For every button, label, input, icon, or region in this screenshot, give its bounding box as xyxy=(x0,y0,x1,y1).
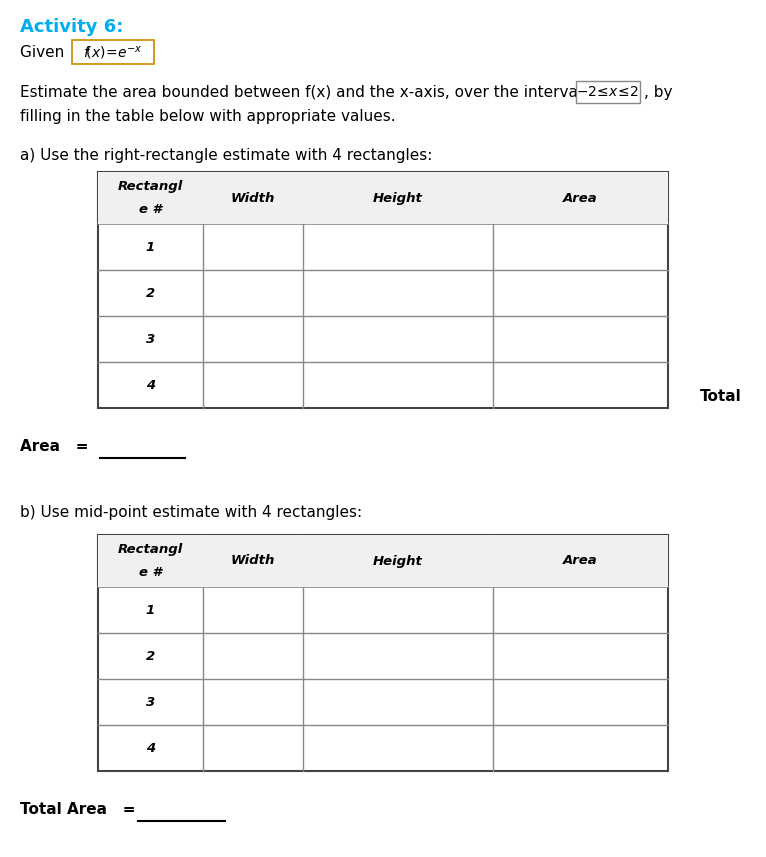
Text: 4: 4 xyxy=(146,379,155,392)
Text: Width: Width xyxy=(231,191,275,205)
Text: Width: Width xyxy=(231,554,275,567)
Bar xyxy=(98,535,668,587)
Text: Height: Height xyxy=(373,554,423,567)
Bar xyxy=(98,535,668,771)
Text: e #: e # xyxy=(139,566,162,579)
Text: 2: 2 xyxy=(146,286,155,299)
Text: Area   =: Area = xyxy=(20,439,89,453)
Text: 2: 2 xyxy=(146,650,155,662)
Text: 3: 3 xyxy=(146,696,155,709)
Text: 4: 4 xyxy=(146,741,155,754)
Text: Area: Area xyxy=(563,554,598,567)
Text: Area: Area xyxy=(563,191,598,205)
Text: Rectangl: Rectangl xyxy=(118,543,183,556)
Text: , by: , by xyxy=(644,85,673,99)
Text: Rectangl: Rectangl xyxy=(118,180,183,193)
Text: Given: Given xyxy=(20,45,69,59)
Text: Activity 6:: Activity 6: xyxy=(20,18,123,36)
Text: Height: Height xyxy=(373,191,423,205)
Text: filling in the table below with appropriate values.: filling in the table below with appropri… xyxy=(20,109,395,123)
Bar xyxy=(98,172,668,224)
Text: 3: 3 xyxy=(146,333,155,345)
Text: Total: Total xyxy=(700,388,741,404)
Text: 1: 1 xyxy=(146,241,155,254)
Bar xyxy=(98,172,668,408)
Text: Estimate the area bounded between f(x) and the x-axis, over the interval: Estimate the area bounded between f(x) a… xyxy=(20,85,582,99)
Bar xyxy=(72,40,154,64)
Bar xyxy=(576,81,640,103)
Text: a) Use the right-rectangle estimate with 4 rectangles:: a) Use the right-rectangle estimate with… xyxy=(20,147,432,163)
Text: b) Use mid-point estimate with 4 rectangles:: b) Use mid-point estimate with 4 rectang… xyxy=(20,506,362,520)
Text: Total Area   =: Total Area = xyxy=(20,801,136,817)
Text: $f\!\left(x\right)\!=\!e^{-x}$: $f\!\left(x\right)\!=\!e^{-x}$ xyxy=(83,44,142,61)
Text: e #: e # xyxy=(139,203,162,216)
Text: $-2\!\leq\! x\!\leq\!2$: $-2\!\leq\! x\!\leq\!2$ xyxy=(577,85,640,99)
Text: 1: 1 xyxy=(146,603,155,616)
